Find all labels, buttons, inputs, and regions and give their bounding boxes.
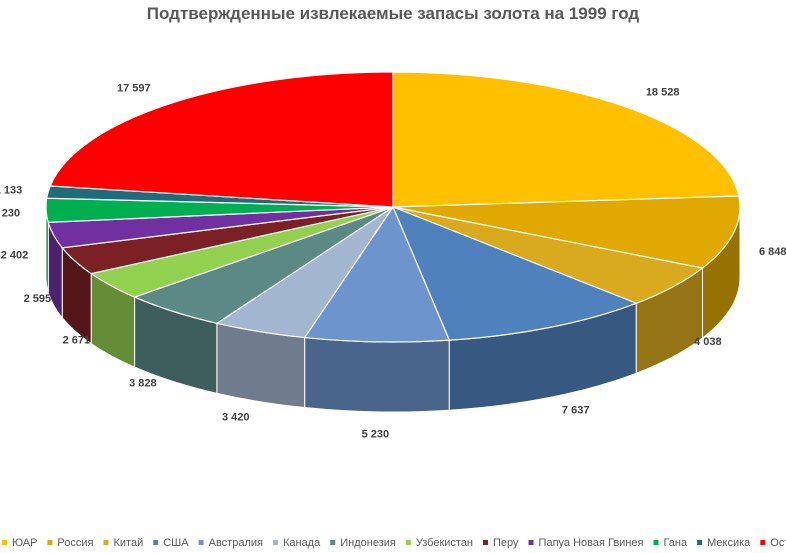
legend-swatch [153,540,159,545]
data-label: 1 133 [0,185,22,197]
legend-label: США [163,537,189,549]
legend-swatch [272,540,278,545]
legend-label: Китай [114,537,144,549]
legend-label: ЮАР [12,537,37,549]
pie-top-layer [45,71,741,343]
legend-item: Гана [653,537,688,549]
data-label: 4 038 [694,336,722,348]
legend-item: Австралия [198,537,263,549]
pie-slice [303,205,451,343]
legend-item: Канада [272,537,321,549]
legend-item: Индонезия [330,537,396,549]
legend-swatch [760,540,766,545]
pie-depth-layer [45,206,741,413]
legend-label: Перу [493,537,519,549]
legend-label: Мексика [707,537,751,549]
legend-item: Россия [47,537,94,549]
legend-label: Индонезия [340,537,396,549]
legend-item: Китай [103,537,144,549]
legend-item: Узбекистан [405,537,473,549]
legend-item: Мексика [697,537,751,549]
legend-swatch [653,540,659,545]
legend-item: Папуа Новая Гвинея [528,537,644,549]
pie-slice [49,71,394,208]
legend-swatch [198,540,204,545]
data-label: 5 230 [362,429,390,441]
data-label: 2 230 [0,208,20,220]
pie-slice [392,71,740,208]
legend-swatch [483,540,489,545]
data-label: 2 402 [1,249,29,261]
legend-swatch [2,540,7,545]
legend-label: Канада [283,537,321,549]
legend-label: Австралия [209,537,263,549]
legend-label: Гана [663,537,688,549]
legend-label: Россия [57,537,93,549]
data-label: 2 671 [63,335,91,347]
legend-item: ЮАР [2,537,37,549]
legend-swatch [330,540,336,545]
legend-item: Перу [483,537,519,549]
data-label: 18 528 [646,87,680,99]
pie-slice [391,205,638,341]
data-label: 2 595 [24,293,52,305]
data-label: 3 828 [129,378,157,390]
pie-slice-side [304,336,450,413]
data-label: 3 420 [222,412,250,424]
data-label: 17 597 [117,83,151,95]
data-label: 7 637 [562,404,590,416]
legend-item: США [153,537,189,549]
legend-swatch [47,540,53,545]
legend-label: Папуа Новая Гвинея [539,537,644,549]
legend-swatch [697,540,703,545]
legend-swatch [528,540,534,545]
data-labels: 18 528 6 848 4 038 7 637 5 230 3 420 3 828 2 67… [0,83,786,441]
legend-item: Остальные [760,537,786,549]
legend-swatch [103,540,109,545]
chart-title: Подтвержденные извлекаемые запасы золота… [147,4,640,23]
legend: ЮАР Россия Китай США Австралия Канада Индонези… [2,537,786,549]
legend-label: Узбекистан [416,537,473,549]
data-label: 6 848 [759,246,786,258]
pie-slice [392,195,741,269]
legend-swatch [405,540,411,545]
legend-label: Остальные [770,537,786,549]
